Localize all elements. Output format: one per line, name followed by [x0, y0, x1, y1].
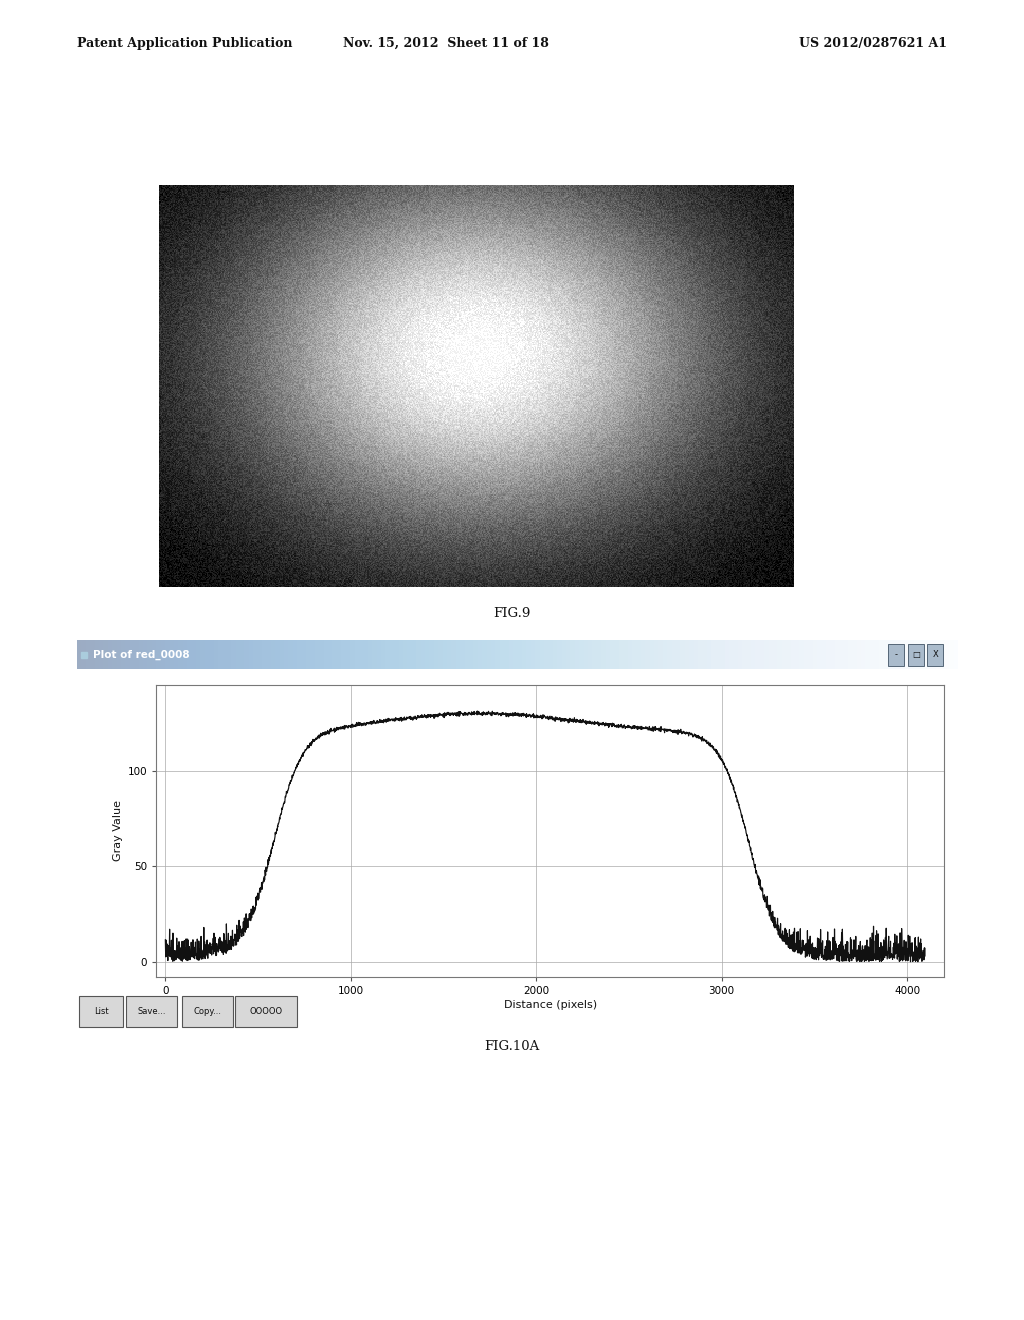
FancyBboxPatch shape: [126, 997, 177, 1027]
Text: US 2012/0287621 A1: US 2012/0287621 A1: [799, 37, 947, 50]
Text: OOOOO: OOOOO: [250, 1007, 283, 1015]
Bar: [928, 644, 943, 665]
Text: FIG.9: FIG.9: [494, 607, 530, 620]
Text: -: -: [894, 649, 897, 659]
Text: List: List: [94, 1007, 109, 1015]
Text: Patent Application Publication: Patent Application Publication: [77, 37, 292, 50]
Text: Copy...: Copy...: [194, 1007, 221, 1015]
Text: X: X: [933, 649, 938, 659]
Text: Plot of red_0008: Plot of red_0008: [92, 649, 189, 660]
FancyBboxPatch shape: [236, 997, 297, 1027]
Bar: [888, 644, 904, 665]
Bar: [908, 644, 924, 665]
Text: Save...: Save...: [137, 1007, 166, 1015]
Text: FIG.10A: FIG.10A: [484, 1040, 540, 1053]
Text: Nov. 15, 2012  Sheet 11 of 18: Nov. 15, 2012 Sheet 11 of 18: [342, 37, 549, 50]
FancyBboxPatch shape: [80, 997, 124, 1027]
X-axis label: Distance (pixels): Distance (pixels): [504, 1001, 597, 1010]
Y-axis label: Gray Value: Gray Value: [114, 800, 123, 862]
Text: □: □: [912, 649, 920, 659]
FancyBboxPatch shape: [181, 997, 232, 1027]
